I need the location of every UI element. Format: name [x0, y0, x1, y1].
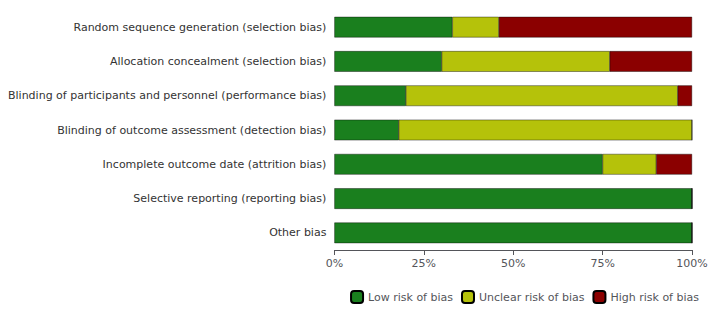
svg-text:Selective reporting (reporting: Selective reporting (reporting bias): [133, 192, 326, 205]
svg-text:Unclear risk of bias: Unclear risk of bias: [479, 291, 585, 304]
svg-text:75%: 75%: [590, 257, 614, 270]
svg-text:25%: 25%: [412, 257, 436, 270]
svg-text:Incomplete outcome date (attri: Incomplete outcome date (attrition bias): [103, 158, 327, 171]
svg-text:100%: 100%: [676, 257, 707, 270]
svg-text:0%: 0%: [326, 257, 343, 270]
svg-text:Other bias: Other bias: [269, 226, 327, 239]
svg-text:Allocation concealment (select: Allocation concealment (selection bias): [110, 55, 326, 68]
svg-text:Low risk of bias: Low risk of bias: [368, 291, 453, 304]
svg-text:Blinding of participants and p: Blinding of participants and personnel (…: [8, 89, 326, 102]
svg-text:Random sequence generation (se: Random sequence generation (selection bi…: [73, 21, 326, 34]
svg-text:Blinding of outcome assessment: Blinding of outcome assessment (detectio…: [57, 124, 326, 137]
svg-text:50%: 50%: [501, 257, 525, 270]
svg-text:High risk of bias: High risk of bias: [610, 291, 699, 304]
